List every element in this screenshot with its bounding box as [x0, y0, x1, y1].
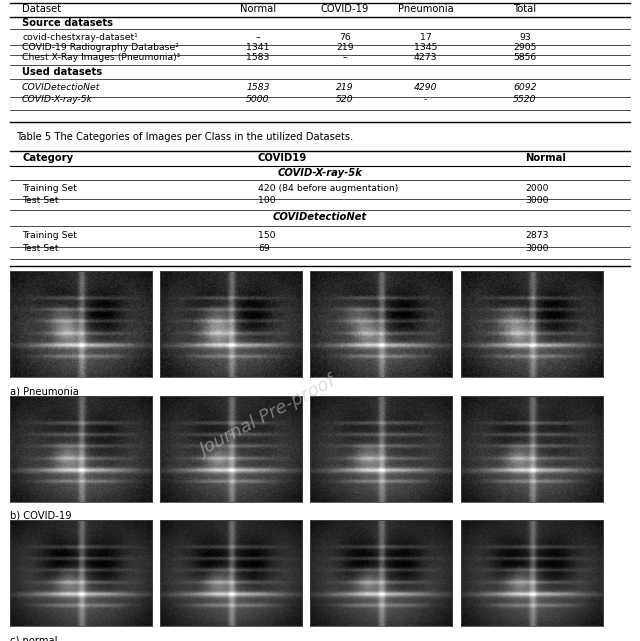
Text: 2905: 2905 [513, 43, 536, 52]
Text: Table 5 The Categories of Images per Class in the utilized Datasets.: Table 5 The Categories of Images per Cla… [16, 133, 353, 142]
Text: Training Set: Training Set [22, 185, 77, 194]
Text: COVID-X-ray-5k: COVID-X-ray-5k [22, 96, 93, 104]
Text: Dataset: Dataset [22, 4, 61, 14]
Text: Normal: Normal [240, 4, 276, 14]
Text: 4273: 4273 [414, 53, 437, 62]
Text: 5520: 5520 [513, 96, 536, 104]
Text: Test Set: Test Set [22, 196, 58, 204]
Text: COVIDetectioNet: COVIDetectioNet [22, 83, 100, 92]
Text: a) Pneumonia: a) Pneumonia [10, 387, 79, 396]
Text: 219: 219 [336, 43, 354, 52]
Text: –: – [342, 53, 347, 62]
Text: -: - [424, 96, 428, 104]
Text: Test Set: Test Set [22, 244, 58, 253]
Text: c) normal: c) normal [10, 635, 57, 641]
Text: Category: Category [22, 153, 73, 163]
Text: Normal: Normal [525, 153, 566, 163]
Text: Source datasets: Source datasets [22, 18, 113, 28]
Text: 1341: 1341 [246, 43, 269, 52]
Text: 5856: 5856 [513, 53, 536, 62]
Text: 6092: 6092 [513, 83, 536, 92]
Text: 100: 100 [258, 196, 276, 204]
Text: 4290: 4290 [414, 83, 437, 92]
Text: Pneumonia: Pneumonia [397, 4, 453, 14]
Text: b) COVID-19: b) COVID-19 [10, 511, 71, 521]
Text: Journal Pre-proof: Journal Pre-proof [198, 373, 340, 460]
Text: 93: 93 [519, 33, 531, 42]
Text: covid-chestxray-dataset¹: covid-chestxray-dataset¹ [22, 33, 138, 42]
Text: 1345: 1345 [414, 43, 437, 52]
Text: COVID-19: COVID-19 [321, 4, 369, 14]
Text: Chest X-Ray Images (Pneumonia)³: Chest X-Ray Images (Pneumonia)³ [22, 53, 180, 62]
Text: COVID19: COVID19 [258, 153, 307, 163]
Text: COVID-X-ray-5k: COVID-X-ray-5k [278, 169, 362, 178]
Text: Used datasets: Used datasets [22, 67, 102, 77]
Text: 219: 219 [336, 83, 354, 92]
Text: 17: 17 [420, 33, 431, 42]
Text: 420 (84 before augmentation): 420 (84 before augmentation) [258, 185, 398, 194]
Text: 76: 76 [339, 33, 351, 42]
Text: –: – [255, 33, 260, 42]
Text: 1583: 1583 [246, 83, 269, 92]
Text: 1583: 1583 [246, 53, 269, 62]
Text: 3000: 3000 [525, 196, 548, 204]
Text: Training Set: Training Set [22, 231, 77, 240]
Text: 5000: 5000 [246, 96, 269, 104]
Text: 2000: 2000 [525, 185, 548, 194]
Text: 150: 150 [258, 231, 275, 240]
Text: 69: 69 [258, 244, 269, 253]
Text: COVIDetectioNet: COVIDetectioNet [273, 212, 367, 222]
Text: 520: 520 [336, 96, 354, 104]
Text: Total: Total [513, 4, 536, 14]
Text: COVID-19 Radiography Database²: COVID-19 Radiography Database² [22, 43, 179, 52]
Text: 2873: 2873 [525, 231, 548, 240]
Text: 3000: 3000 [525, 244, 548, 253]
